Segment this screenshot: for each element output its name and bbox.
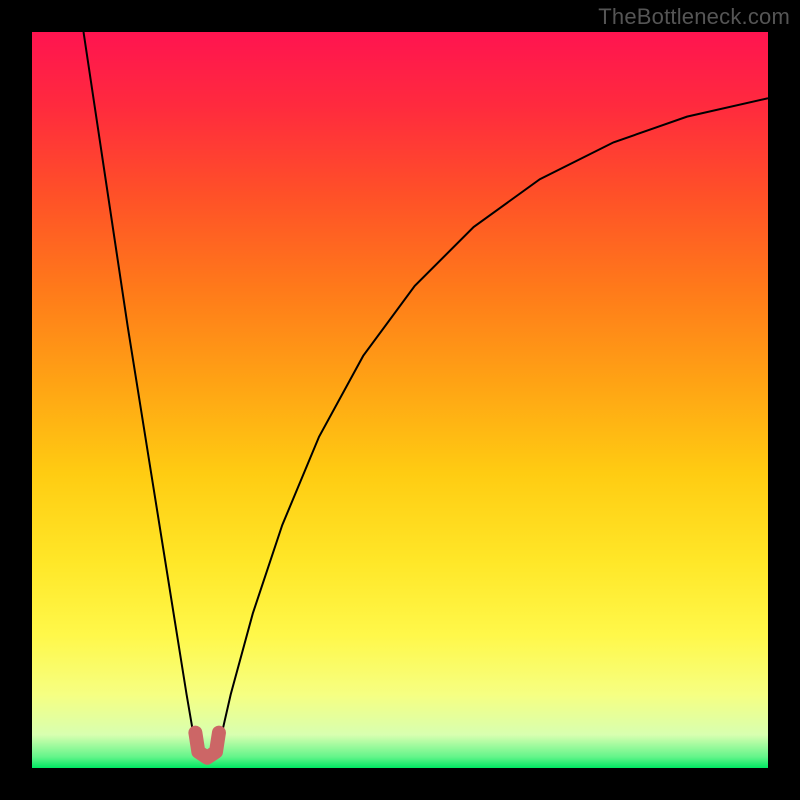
plot-background (32, 32, 768, 768)
chart-stage: TheBottleneck.com (0, 0, 800, 800)
watermark-text: TheBottleneck.com (598, 4, 790, 30)
bottleneck-chart (0, 0, 800, 800)
